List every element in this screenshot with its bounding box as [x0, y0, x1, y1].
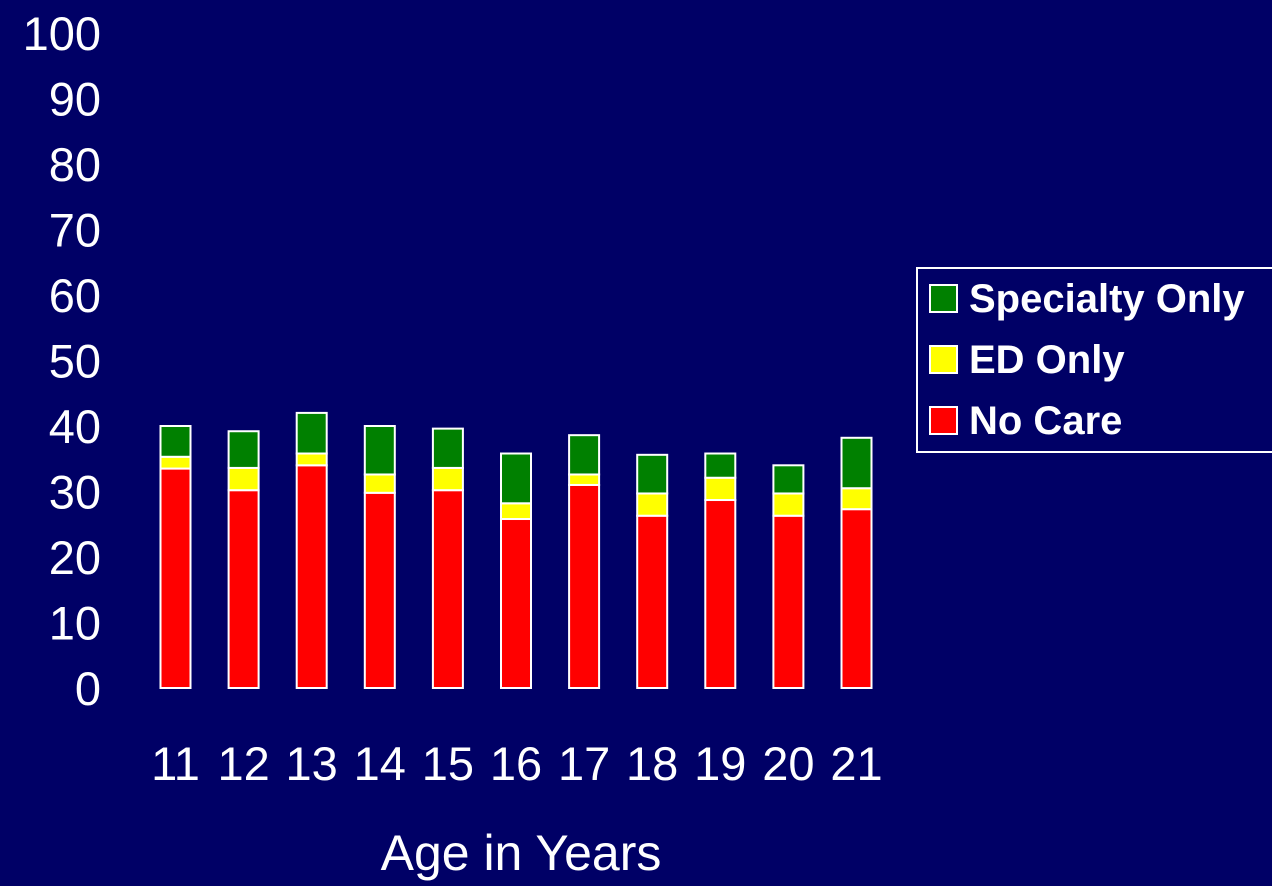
bar-specialty-only-13	[295, 411, 328, 455]
bar-specialty-only-11	[159, 425, 192, 458]
y-axis-ticks: 0 10 20 30 40 50 60 70 80 90 100	[23, 7, 101, 715]
legend-swatch-no-care	[929, 406, 958, 435]
bar-ed-only-12	[227, 466, 260, 492]
bar-no-care-21	[840, 508, 873, 689]
x-tick-label: 15	[422, 737, 474, 790]
bar-specialty-only-19	[704, 452, 737, 479]
bar-ed-only-20	[772, 492, 805, 517]
bar-specialty-only-21	[840, 436, 873, 490]
bar-ed-only-19	[704, 476, 737, 502]
x-tick-label: 19	[694, 737, 746, 790]
legend-label-specialty-only: Specialty Only	[969, 277, 1245, 321]
x-tick-label: 16	[490, 737, 542, 790]
bar-specialty-only-15	[431, 427, 464, 469]
bar-no-care-18	[636, 514, 669, 689]
x-tick-label: 14	[354, 737, 406, 790]
legend-box	[916, 267, 1272, 453]
bar-specialty-only-17	[568, 434, 601, 476]
bar-specialty-only-20	[772, 464, 805, 495]
y-tick-label: 60	[49, 269, 101, 322]
y-tick-label: 0	[75, 662, 101, 715]
x-tick-label: 20	[762, 737, 814, 790]
legend: Specialty Only ED Only No Care	[916, 267, 1272, 453]
legend-label-no-care: No Care	[969, 399, 1122, 443]
bar-ed-only-13	[295, 452, 328, 467]
bar-no-care-20	[772, 514, 805, 689]
x-axis-label: Age in Years	[381, 825, 662, 881]
bar-ed-only-17	[568, 473, 601, 486]
y-tick-label: 80	[49, 138, 101, 191]
x-tick-label: 13	[286, 737, 338, 790]
y-tick-label: 50	[49, 335, 101, 388]
y-tick-label: 100	[23, 7, 101, 60]
bar-no-care-14	[363, 491, 396, 689]
x-tick-label: 12	[217, 737, 269, 790]
x-tick-label: 21	[830, 737, 882, 790]
bar-no-care-19	[704, 499, 737, 690]
x-tick-label: 17	[558, 737, 610, 790]
legend-swatch-specialty-only	[929, 284, 958, 313]
legend-swatch-ed-only	[929, 345, 958, 374]
legend-label-ed-only: ED Only	[969, 338, 1125, 382]
y-tick-label: 30	[49, 466, 101, 519]
bar-specialty-only-16	[500, 452, 532, 505]
bar-ed-only-21	[840, 487, 873, 511]
bar-no-care-12	[227, 489, 260, 689]
bar-no-care-17	[568, 483, 601, 690]
bar-ed-only-18	[636, 492, 669, 517]
bar-no-care-11	[159, 467, 192, 690]
y-tick-label: 70	[49, 204, 101, 257]
x-tick-label: 11	[151, 737, 200, 790]
bar-specialty-only-18	[636, 453, 669, 495]
bars	[159, 411, 873, 690]
bar-specialty-only-12	[227, 430, 260, 469]
bar-specialty-only-14	[363, 425, 396, 476]
y-tick-label: 40	[49, 400, 101, 453]
bar-ed-only-15	[431, 466, 464, 492]
bar-no-care-15	[431, 489, 464, 689]
bar-no-care-13	[295, 464, 328, 689]
bar-ed-only-14	[363, 473, 396, 494]
y-tick-label: 10	[49, 597, 101, 650]
y-tick-label: 20	[49, 531, 101, 584]
x-tick-label: 18	[626, 737, 678, 790]
bar-no-care-16	[500, 518, 532, 690]
bar-ed-only-11	[159, 455, 192, 470]
bar-ed-only-16	[500, 502, 532, 521]
y-tick-label: 90	[49, 73, 101, 126]
x-axis-ticks: 11 12 13 14 15 16 17 18 19 20 21	[151, 737, 883, 790]
